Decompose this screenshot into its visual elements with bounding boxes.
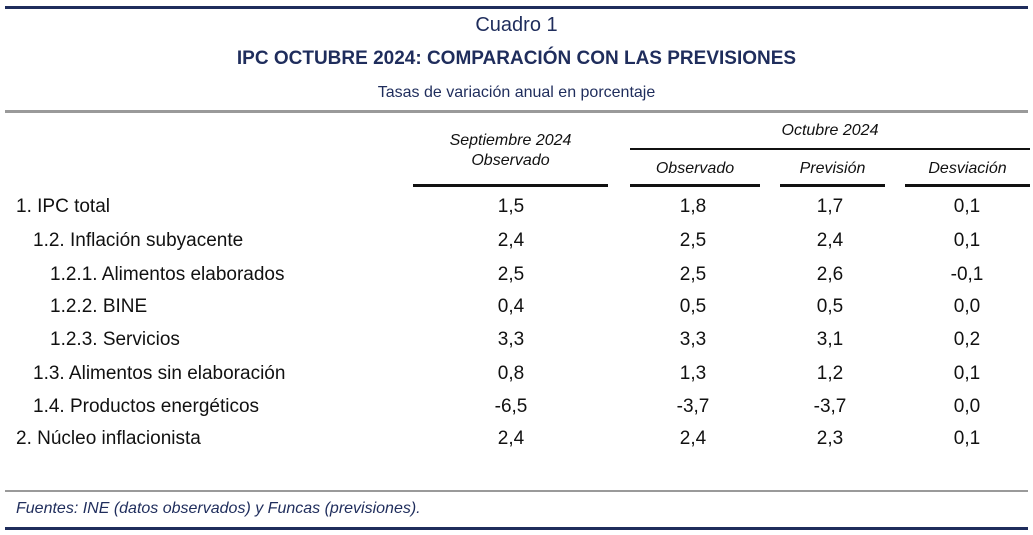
header-rule [5, 110, 1028, 113]
table-row: 1.2. Inflación subyacente 2,4 2,5 2,4 0,… [0, 230, 1033, 258]
cell-prevision: 1,2 [816, 363, 844, 384]
cell-observado: 1,3 [679, 363, 707, 384]
row-label: 1.3. Alimentos sin elaboración [33, 363, 286, 384]
table-row: 1. IPC total 1,5 1,8 1,7 0,1 [0, 196, 1033, 224]
cell-observado: 3,3 [679, 329, 707, 350]
bottom-rule [5, 527, 1028, 530]
desviacion-underline [905, 184, 1030, 187]
row-label: 1.4. Productos energéticos [33, 396, 260, 417]
september-underline [413, 184, 608, 187]
cell-desviacion: -0,1 [950, 264, 984, 285]
cell-september: 2,4 [497, 428, 525, 449]
cell-prevision: -3,7 [813, 396, 847, 417]
cell-prevision: 0,5 [816, 296, 844, 317]
cell-prevision: 2,3 [816, 428, 844, 449]
cell-observado: -3,7 [676, 396, 710, 417]
cell-observado: 0,5 [679, 296, 707, 317]
table-row: 1.4. Productos energéticos -6,5 -3,7 -3,… [0, 396, 1033, 424]
col-header-desviacion: Desviación [928, 160, 1007, 177]
table-row: 2. Núcleo inflacionista 2,4 2,4 2,3 0,1 [0, 428, 1033, 456]
cell-prevision: 2,4 [816, 230, 844, 251]
october-underline [630, 148, 1030, 150]
row-label: 1. IPC total [16, 196, 110, 217]
table-row: 1.2.3. Servicios 3,3 3,3 3,1 0,2 [0, 329, 1033, 357]
cell-september: -6,5 [494, 396, 528, 417]
cell-prevision: 2,6 [816, 264, 844, 285]
cell-desviacion: 0,1 [953, 363, 981, 384]
observado-underline [630, 184, 760, 187]
cell-september: 2,4 [497, 230, 525, 251]
footer-rule [5, 490, 1028, 492]
col-header-september-line2: Observado [471, 152, 550, 169]
table-row: 1.3. Alimentos sin elaboración 0,8 1,3 1… [0, 363, 1033, 391]
cell-desviacion: 0,1 [953, 428, 981, 449]
col-header-prevision: Previsión [799, 160, 866, 177]
col-header-september-line1: Septiembre 2024 [449, 132, 572, 149]
cell-observado: 2,5 [679, 230, 707, 251]
cell-desviacion: 0,2 [953, 329, 981, 350]
row-label: 1.2.3. Servicios [50, 329, 180, 350]
col-header-october-group: Octubre 2024 [781, 122, 879, 139]
row-label: 2. Núcleo inflacionista [16, 428, 201, 449]
cell-desviacion: 0,0 [953, 296, 981, 317]
cell-september: 3,3 [497, 329, 525, 350]
cell-prevision: 1,7 [816, 196, 844, 217]
cell-prevision: 3,1 [816, 329, 844, 350]
table-title: IPC OCTUBRE 2024: COMPARACIÓN CON LAS PR… [236, 48, 797, 69]
table-row: 1.2.1. Alimentos elaborados 2,5 2,5 2,6 … [0, 264, 1033, 292]
cell-september: 0,4 [497, 296, 525, 317]
prevision-underline [780, 184, 885, 187]
cell-desviacion: 0,1 [953, 230, 981, 251]
col-header-observado: Observado [655, 160, 735, 177]
cell-september: 1,5 [497, 196, 525, 217]
row-label: 1.2.2. BINE [50, 296, 148, 317]
cell-observado: 2,5 [679, 264, 707, 285]
cell-desviacion: 0,0 [953, 396, 981, 417]
table-row: 1.2.2. BINE 0,4 0,5 0,5 0,0 [0, 296, 1033, 324]
table-subtitle: Tasas de variación anual en porcentaje [377, 84, 656, 101]
source-note: Fuentes: INE (datos observados) y Funcas… [16, 500, 421, 517]
cell-september: 2,5 [497, 264, 525, 285]
cell-september: 0,8 [497, 363, 525, 384]
row-label: 1.2. Inflación subyacente [33, 230, 244, 251]
col-header-september: Septiembre 2024 Observado [413, 131, 608, 171]
table-number: Cuadro 1 [475, 14, 558, 36]
row-label: 1.2.1. Alimentos elaborados [50, 264, 285, 285]
top-rule [5, 6, 1028, 9]
cell-observado: 2,4 [679, 428, 707, 449]
cell-desviacion: 0,1 [953, 196, 981, 217]
cell-observado: 1,8 [679, 196, 707, 217]
